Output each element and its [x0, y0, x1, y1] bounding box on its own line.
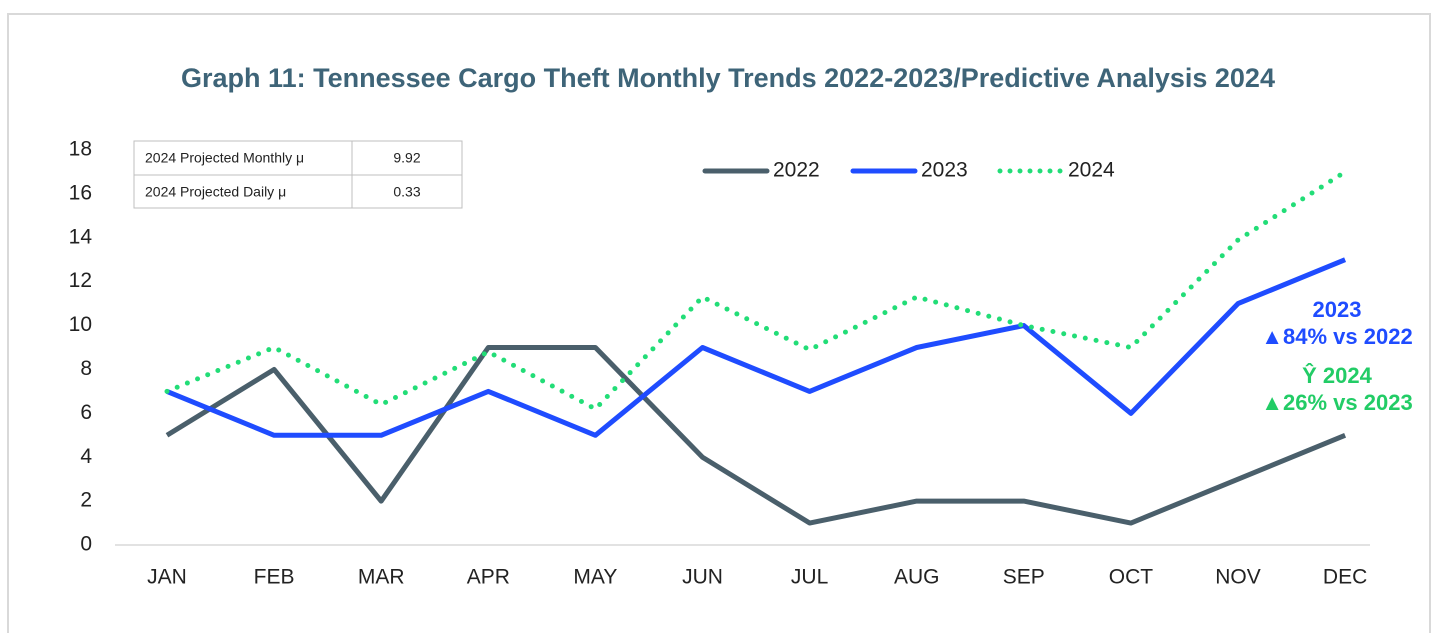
y-tick-label: 2 [80, 489, 92, 512]
x-tick-label: JAN [147, 566, 187, 589]
y-tick-label: 10 [69, 313, 92, 336]
table-cell: 2024 Projected Daily μ [145, 184, 286, 200]
table-cell: 9.92 [393, 150, 420, 166]
table-cell: 0.33 [393, 184, 420, 200]
annotation: Ŷ 2024 [1302, 363, 1372, 388]
x-tick-label: DEC [1323, 566, 1367, 589]
table-cell: 2024 Projected Monthly μ [145, 150, 304, 166]
x-tick-label: OCT [1109, 566, 1154, 589]
series-line [164, 169, 1348, 412]
frame [7, 13, 1431, 638]
chart-title: Graph 11: Tennessee Cargo Theft Monthly … [181, 63, 1275, 93]
legend-label: 2024 [1068, 159, 1115, 182]
x-tick-label: SEP [1003, 566, 1045, 589]
annotation: ▲84% vs 2022 [1261, 324, 1412, 349]
y-tick-label: 8 [80, 357, 92, 380]
y-tick-label: 18 [69, 138, 92, 161]
x-tick-label: APR [467, 566, 510, 589]
y-tick-label: 16 [69, 181, 92, 204]
series-line [165, 345, 1347, 526]
legend-label: 2023 [921, 159, 968, 182]
x-tick-label: MAR [358, 566, 405, 589]
y-tick-label: 14 [69, 225, 93, 248]
x-tick-label: NOV [1215, 566, 1261, 589]
x-tick-label: AUG [894, 566, 940, 589]
y-tick-label: 6 [80, 401, 92, 424]
y-tick-label: 4 [80, 445, 92, 468]
x-tick-label: JUN [682, 566, 723, 589]
x-tick-label: FEB [254, 566, 295, 589]
annotation: 2023 [1313, 297, 1362, 322]
y-tick-label: 0 [80, 533, 92, 556]
y-tick-label: 12 [69, 269, 92, 292]
legend-label: 2022 [773, 159, 820, 182]
series-line [166, 257, 1347, 438]
x-tick-label: JUL [791, 566, 828, 589]
x-tick-label: MAY [573, 566, 617, 589]
annotation: ▲26% vs 2023 [1261, 390, 1412, 415]
